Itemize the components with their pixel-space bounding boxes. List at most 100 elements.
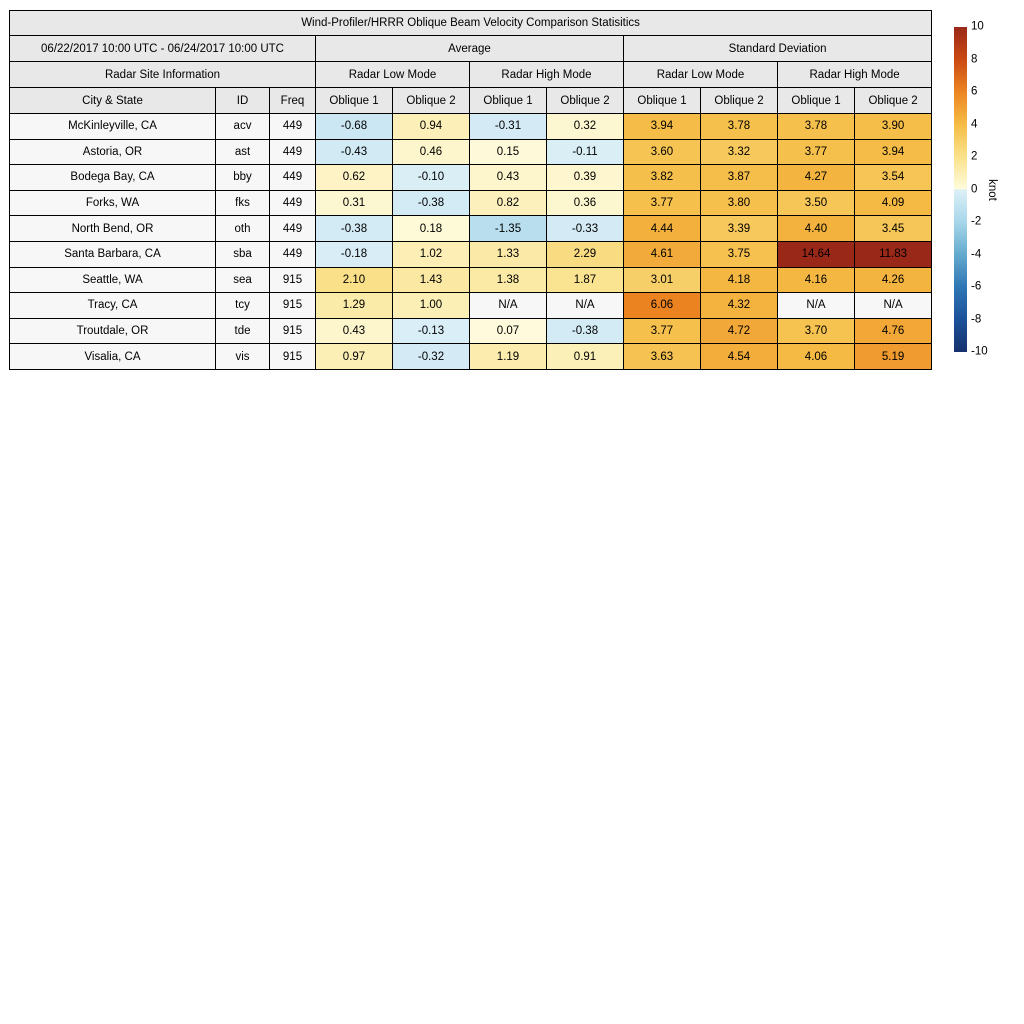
value-cell: 3.60: [623, 138, 701, 166]
stddev-group-header: Standard Deviation: [622, 35, 933, 62]
value-cell: 3.54: [853, 164, 933, 191]
colorbar-tick-label: -10: [971, 345, 988, 358]
value-cell: 4.32: [700, 292, 778, 319]
stats-table: Wind-Profiler/HRRR Oblique Beam Velocity…: [8, 10, 933, 370]
freq-cell: 449: [269, 215, 316, 242]
site-id-cell: sea: [215, 266, 270, 294]
value-cell: 1.02: [392, 240, 470, 268]
city-cell: Astoria, OR: [9, 138, 216, 166]
colorbar: 10 8 6 4 2 0 -2 -4 -6 -8 -10 knot: [954, 21, 1024, 357]
freq-cell: 449: [269, 113, 316, 140]
table-row: Tracy, CA tcy 915 1.29 1.00 N/A N/A 6.06 4.32 N/A…: [9, 292, 933, 319]
colorbar-gradient: [954, 27, 967, 352]
col-header-id: ID: [215, 87, 270, 114]
table-row: Troutdale, OR tde 915 0.43 -0.13 0.07 -0.38 3.7…: [9, 317, 933, 345]
value-cell: 1.29: [315, 292, 393, 319]
value-cell: -0.31: [469, 113, 547, 140]
colorbar-tick-label: -4: [971, 247, 982, 260]
col-header-city: City & State: [9, 87, 216, 114]
value-cell: 3.80: [700, 189, 778, 217]
city-cell: McKinleyville, CA: [9, 113, 216, 140]
value-cell: 1.38: [469, 266, 547, 294]
site-id-cell: acv: [215, 113, 270, 140]
value-cell: 0.32: [546, 113, 624, 140]
value-cell: 4.26: [853, 266, 933, 294]
table-row: McKinleyville, CA acv 449 -0.68 0.94 -0.31 0.3…: [9, 113, 933, 140]
value-cell: 0.43: [469, 164, 547, 191]
colorbar-tick-label: 4: [971, 117, 978, 130]
colorbar-tick-label: 0: [971, 182, 978, 195]
value-cell: 1.43: [392, 266, 470, 294]
table-row: North Bend, OR oth 449 -0.38 0.18 -1.35 -0.33 4…: [9, 215, 933, 242]
title-row: Wind-Profiler/HRRR Oblique Beam Velocity…: [8, 10, 933, 36]
col-header-freq: Freq: [269, 87, 316, 114]
site-id-cell: ast: [215, 138, 270, 166]
col-header-oblique: Oblique 2: [700, 87, 778, 114]
value-cell: 0.97: [315, 343, 393, 370]
value-cell: 5.19: [853, 343, 933, 370]
value-cell: -1.35: [469, 215, 547, 242]
value-cell: -0.32: [392, 343, 470, 370]
value-cell: -0.11: [546, 138, 624, 166]
value-cell: 11.83: [853, 240, 933, 268]
value-cell: 3.78: [700, 113, 778, 140]
value-cell: 3.94: [853, 138, 933, 166]
value-cell: 0.82: [469, 189, 547, 217]
table-row: Seattle, WA sea 915 2.10 1.43 1.38 1.87 3.01 4.1…: [9, 266, 933, 294]
table-row: Visalia, CA vis 915 0.97 -0.32 1.19 0.91 3.63 4.…: [9, 343, 933, 370]
mode-header-avg-high: Radar High Mode: [469, 61, 624, 88]
value-cell: 1.87: [546, 266, 624, 294]
table-row: Santa Barbara, CA sba 449 -0.18 1.02 1.33 2.29…: [9, 240, 933, 268]
value-cell: 3.94: [623, 113, 701, 140]
average-group-header: Average: [315, 35, 624, 62]
mode-header-std-low: Radar Low Mode: [623, 61, 778, 88]
value-cell: 1.19: [469, 343, 547, 370]
value-cell: 4.06: [777, 343, 855, 370]
value-cell: 3.50: [777, 189, 855, 217]
city-cell: Forks, WA: [9, 189, 216, 217]
value-cell: -0.38: [546, 317, 624, 345]
value-cell: 3.70: [777, 317, 855, 345]
city-cell: Bodega Bay, CA: [9, 164, 216, 191]
value-cell: -0.33: [546, 215, 624, 242]
site-id-cell: tde: [215, 317, 270, 345]
colorbar-tick-label: 10: [971, 20, 984, 33]
colorbar-tick-label: -2: [971, 215, 982, 228]
site-id-cell: vis: [215, 343, 270, 370]
figure-title: Wind-Profiler/HRRR Oblique Beam Velocity…: [8, 10, 933, 36]
col-header-oblique: Oblique 2: [546, 87, 624, 114]
table-row: Astoria, OR ast 449 -0.43 0.46 0.15 -0.11 3.60 3…: [9, 138, 933, 166]
value-cell: 4.18: [700, 266, 778, 294]
city-cell: Seattle, WA: [9, 266, 216, 294]
col-header-oblique: Oblique 2: [853, 87, 933, 114]
freq-cell: 449: [269, 240, 316, 268]
value-cell: 4.54: [700, 343, 778, 370]
mode-header-row: Radar Site Information Radar Low Mode Ra…: [9, 61, 933, 88]
value-cell: 6.06: [623, 292, 701, 319]
colorbar-tick-label: 2: [971, 150, 978, 163]
value-cell: 0.36: [546, 189, 624, 217]
freq-cell: 915: [269, 266, 316, 294]
value-cell: 4.16: [777, 266, 855, 294]
city-cell: Tracy, CA: [9, 292, 216, 319]
value-cell: N/A: [546, 292, 624, 319]
table-row: Bodega Bay, CA bby 449 0.62 -0.10 0.43 0.39 3.8…: [9, 164, 933, 191]
value-cell: 3.82: [623, 164, 701, 191]
value-cell: 4.09: [853, 189, 933, 217]
value-cell: 1.00: [392, 292, 470, 319]
freq-cell: 449: [269, 138, 316, 166]
value-cell: 3.63: [623, 343, 701, 370]
colorbar-tick-label: 8: [971, 52, 978, 65]
colorbar-tick-label: -6: [971, 280, 982, 293]
freq-cell: 915: [269, 292, 316, 319]
value-cell: 3.77: [623, 317, 701, 345]
value-cell: 14.64: [777, 240, 855, 268]
value-cell: 0.46: [392, 138, 470, 166]
value-cell: -0.10: [392, 164, 470, 191]
value-cell: 4.27: [777, 164, 855, 191]
value-cell: 4.72: [700, 317, 778, 345]
value-cell: N/A: [853, 292, 933, 319]
value-cell: 4.40: [777, 215, 855, 242]
value-cell: 0.94: [392, 113, 470, 140]
